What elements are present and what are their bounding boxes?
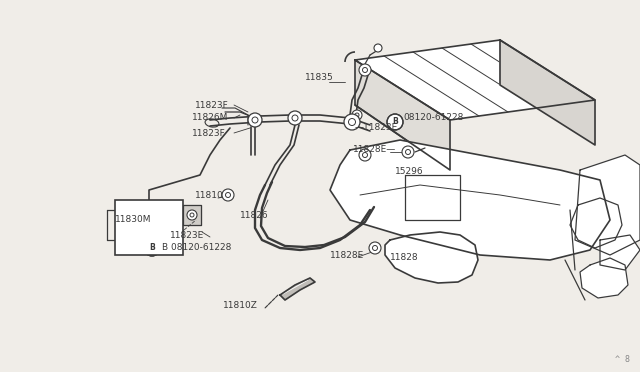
Text: 11826: 11826 <box>240 211 269 219</box>
Polygon shape <box>355 40 595 120</box>
Text: 11823F: 11823F <box>195 100 228 109</box>
Circle shape <box>374 44 382 52</box>
Text: B: B <box>149 244 155 253</box>
Circle shape <box>369 242 381 254</box>
Polygon shape <box>570 198 622 248</box>
Text: 11828: 11828 <box>390 253 419 262</box>
Text: 15296: 15296 <box>395 167 424 176</box>
Text: ^ 8  00 3: ^ 8 00 3 <box>615 356 640 365</box>
Text: —11823E: —11823E <box>355 124 398 132</box>
Polygon shape <box>280 278 315 300</box>
Text: 11828E—: 11828E— <box>353 145 396 154</box>
Circle shape <box>248 113 262 127</box>
Circle shape <box>144 240 160 256</box>
Polygon shape <box>385 232 478 283</box>
Circle shape <box>288 111 302 125</box>
Circle shape <box>359 64 371 76</box>
Text: 11823E: 11823E <box>170 231 204 240</box>
Text: 11810: 11810 <box>195 190 224 199</box>
FancyBboxPatch shape <box>115 200 183 255</box>
Polygon shape <box>405 175 460 220</box>
Text: 11810Z: 11810Z <box>223 301 258 310</box>
Text: 11828E: 11828E <box>330 250 364 260</box>
Polygon shape <box>600 235 640 270</box>
Circle shape <box>359 149 371 161</box>
Polygon shape <box>500 40 595 145</box>
Circle shape <box>387 114 403 130</box>
Polygon shape <box>355 60 450 170</box>
Polygon shape <box>580 258 628 298</box>
Text: B 08120-61228: B 08120-61228 <box>162 244 232 253</box>
Polygon shape <box>330 140 610 260</box>
Polygon shape <box>183 205 201 225</box>
Circle shape <box>344 114 360 130</box>
Circle shape <box>222 189 234 201</box>
Circle shape <box>402 146 414 158</box>
Text: 11823F: 11823F <box>192 128 226 138</box>
Text: 11826M: 11826M <box>192 113 228 122</box>
Text: 11835: 11835 <box>305 74 333 83</box>
Text: 08120-61228: 08120-61228 <box>403 113 463 122</box>
Circle shape <box>187 210 197 220</box>
Text: B: B <box>392 118 398 126</box>
Circle shape <box>352 110 362 120</box>
Text: 11830M: 11830M <box>115 215 152 224</box>
Polygon shape <box>575 155 640 255</box>
